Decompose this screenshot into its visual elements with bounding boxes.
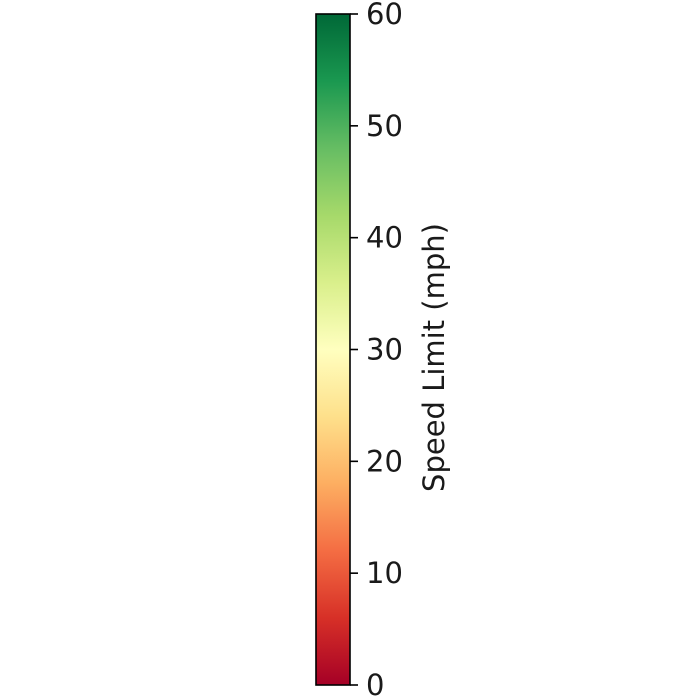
tick-label: 50	[366, 109, 403, 143]
tick-label: 20	[366, 444, 403, 478]
tick-label: 10	[366, 556, 403, 590]
colorbar-ticks: 0 10 20 30 40 50 60	[350, 0, 403, 700]
colorbar-label: Speed Limit (mph)	[417, 223, 451, 492]
tick-label: 0	[366, 668, 384, 700]
tick-label: 30	[366, 333, 403, 367]
tick-label: 60	[366, 0, 403, 31]
tick-label: 40	[366, 221, 403, 255]
colorbar-gradient	[316, 14, 350, 685]
